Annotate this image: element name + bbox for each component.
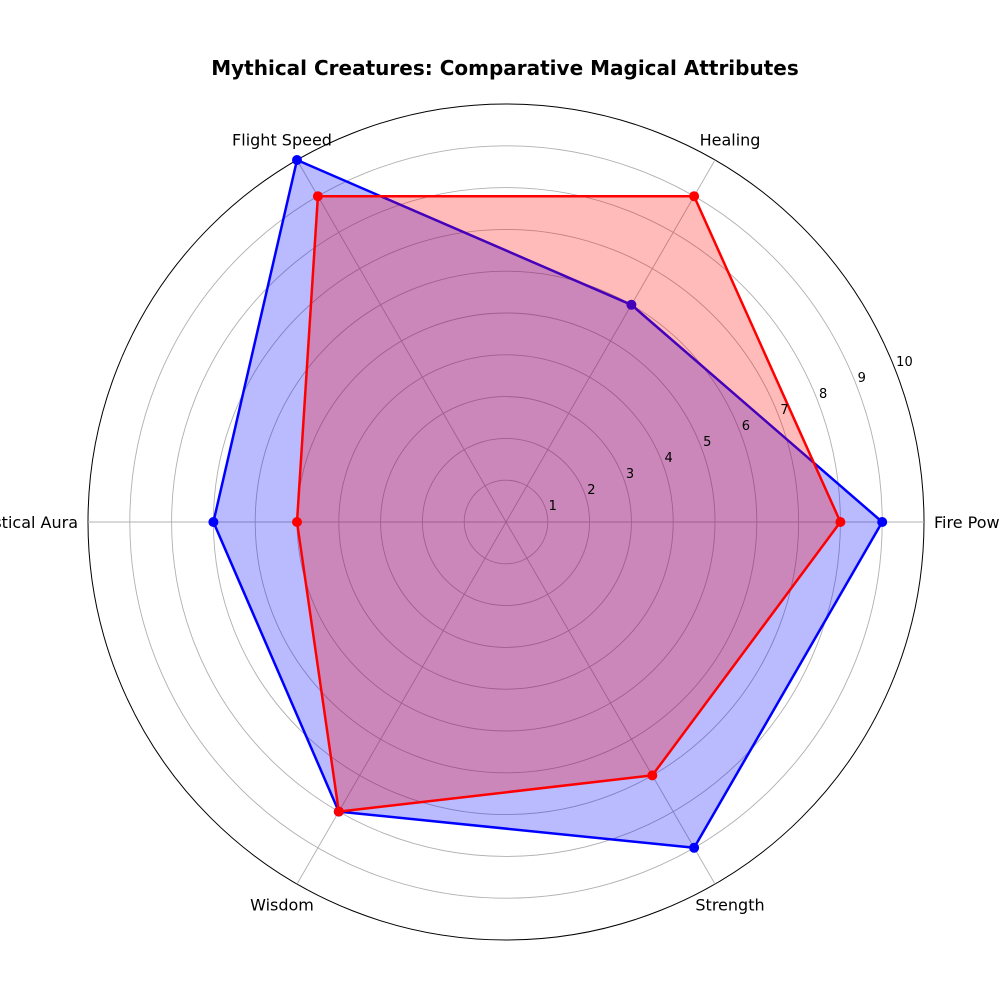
data-point bbox=[835, 517, 846, 527]
data-point bbox=[689, 191, 700, 202]
radial-tick-label: 9 bbox=[858, 371, 866, 386]
axis-labels: 1 2 3 4 5 6 7 8 9 10 Fire Power Healing Flight Speed… bbox=[0, 130, 1000, 914]
series-fill-area bbox=[213, 160, 883, 848]
radial-tick-label: 1 bbox=[549, 499, 557, 514]
radial-tick-label: 10 bbox=[896, 355, 913, 370]
category-label: Strength bbox=[695, 896, 764, 915]
category-label: Healing bbox=[700, 130, 761, 149]
grid-spoke bbox=[505, 521, 716, 885]
radial-tick-label: 2 bbox=[587, 483, 595, 498]
radial-tick-label: 5 bbox=[703, 435, 711, 450]
radial-tick-label: 8 bbox=[819, 387, 827, 402]
radial-tick-label: 3 bbox=[626, 467, 634, 482]
category-label: Mystical Aura bbox=[0, 513, 78, 532]
radial-tick-label: 6 bbox=[742, 419, 750, 434]
radial-tick-label: 4 bbox=[664, 451, 672, 466]
data-point bbox=[292, 517, 302, 527]
grid-spoke bbox=[296, 159, 507, 523]
data-point bbox=[689, 842, 700, 853]
series-layer bbox=[208, 155, 888, 853]
data-point bbox=[626, 299, 637, 310]
data-point bbox=[877, 517, 888, 527]
series-1 bbox=[208, 155, 888, 853]
chart-title: Mythical Creatures: Comparative Magical … bbox=[211, 56, 799, 80]
category-label: Flight Speed bbox=[232, 130, 332, 149]
radial-tick-label: 7 bbox=[780, 403, 788, 418]
series-2 bbox=[292, 191, 846, 817]
grid-spoke bbox=[296, 521, 507, 885]
category-label: Fire Power bbox=[934, 513, 1000, 532]
category-label: Wisdom bbox=[250, 896, 314, 915]
data-point bbox=[292, 155, 302, 166]
series-fill-area bbox=[297, 196, 841, 812]
data-point bbox=[333, 806, 344, 817]
grid-spoke bbox=[505, 159, 716, 523]
data-point bbox=[312, 191, 323, 202]
data-point bbox=[647, 770, 658, 781]
data-point bbox=[208, 517, 219, 527]
